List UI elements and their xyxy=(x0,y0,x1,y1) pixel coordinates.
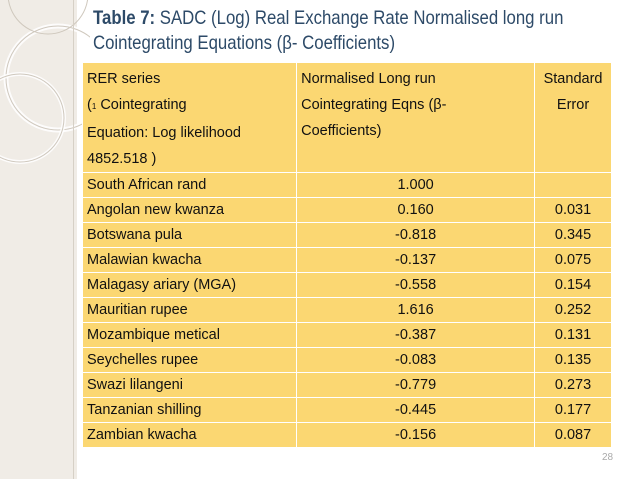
cell-series: Zambian kwacha xyxy=(81,422,298,448)
table-row: Angolan new kwanza 0.160 0.031 xyxy=(81,197,612,223)
cell-series: Swazi lilangeni xyxy=(81,372,298,398)
cell-coefficient: 1.616 xyxy=(296,297,536,323)
side-divider-line xyxy=(73,0,74,479)
slide-title: Table 7: SADC (Log) Real Exchange Rate N… xyxy=(93,6,563,56)
cell-coefficient: -0.387 xyxy=(296,322,536,348)
cell-series: Seychelles rupee xyxy=(81,347,298,373)
cell-series: Mozambique metical xyxy=(81,322,298,348)
cell-standard-error: 0.154 xyxy=(534,272,612,298)
header-coefficients: Normalised Long run Cointegrating Eqns (… xyxy=(296,62,536,173)
cell-series: Malagasy ariary (MGA) xyxy=(81,272,298,298)
title-line-1: SADC (Log) Real Exchange Rate Normalised… xyxy=(159,7,564,29)
cell-coefficient: 1.000 xyxy=(296,172,536,198)
cell-standard-error: 0.031 xyxy=(534,197,612,223)
cell-standard-error: 0.273 xyxy=(534,372,612,398)
cell-coefficient: -0.137 xyxy=(296,247,536,273)
table-row: Mozambique metical -0.387 0.131 xyxy=(81,322,612,348)
table-row: Zambian kwacha -0.156 0.087 xyxy=(81,422,612,448)
table-row: Malagasy ariary (MGA) -0.558 0.154 xyxy=(81,272,612,298)
cell-coefficient: -0.445 xyxy=(296,397,536,423)
cell-series: South African rand xyxy=(81,172,298,198)
cell-coefficient: -0.818 xyxy=(296,222,536,248)
cell-standard-error: 0.252 xyxy=(534,297,612,323)
cell-coefficient: -0.558 xyxy=(296,272,536,298)
cell-series: Mauritian rupee xyxy=(81,297,298,323)
table-row: Mauritian rupee 1.616 0.252 xyxy=(81,297,612,323)
cell-standard-error: 0.177 xyxy=(534,397,612,423)
page-number: 28 xyxy=(602,452,614,463)
cell-coefficient: 0.160 xyxy=(296,197,536,223)
cell-coefficient: -0.083 xyxy=(296,347,536,373)
decorative-circles xyxy=(0,0,90,164)
cell-standard-error: 0.131 xyxy=(534,322,612,348)
table-row: Tanzanian shilling -0.445 0.177 xyxy=(81,397,612,423)
table-row: Swazi lilangeni -0.779 0.273 xyxy=(81,372,612,398)
header-standard-error: Standard Error xyxy=(534,62,612,173)
cell-series: Botswana pula xyxy=(81,222,298,248)
cell-coefficient: -0.779 xyxy=(296,372,536,398)
header-rer-series: RER series (1 Cointegrating Equation: Lo… xyxy=(81,62,298,173)
exchange-rate-table: RER series (1 Cointegrating Equation: Lo… xyxy=(81,62,612,448)
table-row: Seychelles rupee -0.083 0.135 xyxy=(81,347,612,373)
title-line-2: Cointegrating Equations (β- Coefficients… xyxy=(93,32,396,54)
cell-standard-error: 0.345 xyxy=(534,222,612,248)
title-lead: Table 7: xyxy=(93,7,156,29)
cell-standard-error: 0.087 xyxy=(534,422,612,448)
cell-standard-error xyxy=(534,172,612,198)
cell-series: Malawian kwacha xyxy=(81,247,298,273)
table-header-row: RER series (1 Cointegrating Equation: Lo… xyxy=(81,62,612,173)
table-row: Malawian kwacha -0.137 0.075 xyxy=(81,247,612,273)
cell-standard-error: 0.135 xyxy=(534,347,612,373)
cell-coefficient: -0.156 xyxy=(296,422,536,448)
table-row: South African rand 1.000 xyxy=(81,172,612,198)
cell-standard-error: 0.075 xyxy=(534,247,612,273)
cell-series: Angolan new kwanza xyxy=(81,197,298,223)
cell-series: Tanzanian shilling xyxy=(81,397,298,423)
table-row: Botswana pula -0.818 0.345 xyxy=(81,222,612,248)
